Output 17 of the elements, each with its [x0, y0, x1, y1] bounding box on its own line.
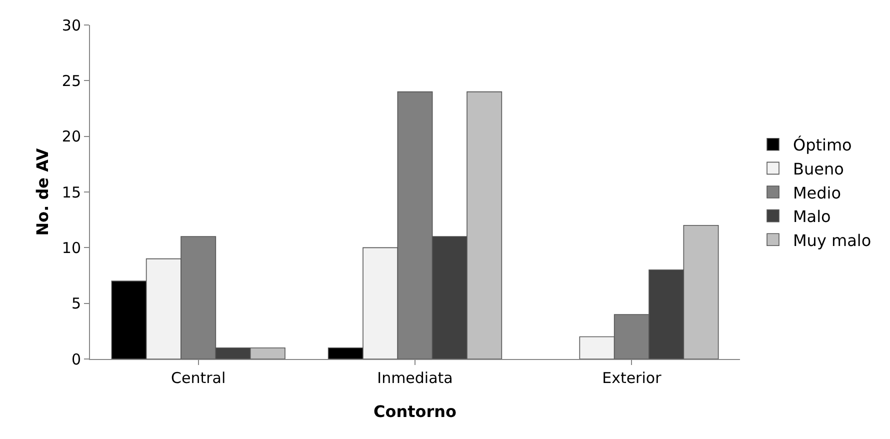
y-axis-title: No. de AV	[33, 148, 52, 236]
y-tick-label: 30	[62, 16, 81, 34]
x-tick-label: Central	[171, 369, 226, 387]
y-tick-label: 15	[62, 183, 81, 202]
y-tick-label: 20	[62, 128, 81, 146]
x-axis-title: Contorno	[373, 402, 457, 421]
y-tick-label: 5	[71, 294, 81, 313]
legend-label: Muy malo	[793, 230, 872, 250]
legend-label: Bueno	[793, 159, 844, 178]
x-tick-label: Inmediata	[377, 369, 453, 387]
legend-label: Medio	[793, 183, 842, 202]
y-tick-label: 10	[62, 238, 81, 257]
x-tick-label: Exterior	[602, 369, 662, 387]
y-tick-label: 0	[71, 350, 81, 368]
legend-label: Óptimo	[793, 136, 852, 155]
y-tick-label: 25	[62, 72, 81, 90]
legend-label: Malo	[793, 207, 831, 226]
